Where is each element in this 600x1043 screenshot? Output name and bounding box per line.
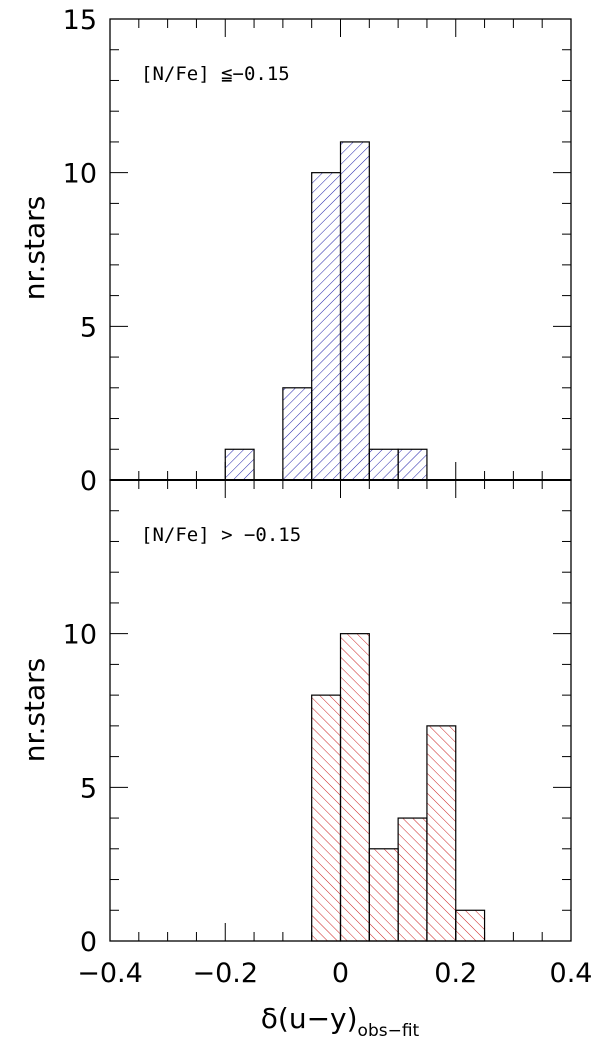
- top-y-tick-label: 15: [63, 5, 97, 36]
- x-axis-label-subscript: obs−fit: [358, 1021, 420, 1041]
- bottom-bar-4: [426, 725, 456, 941]
- top-histogram-bars: [224, 141, 428, 481]
- x-tick-label: 0.2: [434, 958, 477, 989]
- bottom-y-tick-labels: 0 5 10: [63, 620, 97, 958]
- bottom-bar-2: [369, 848, 399, 941]
- x-axis-label: δ(u−y)obs−fit: [261, 1002, 420, 1041]
- bottom-y-tick-label: 5: [80, 773, 97, 804]
- bottom-bar-3: [398, 818, 427, 941]
- bottom-panel: 0 5 10 [N/Fe] > −0.15 nr.stars: [18, 479, 572, 958]
- x-tick-label: 0.4: [550, 958, 593, 989]
- bottom-bar-1: [340, 633, 370, 941]
- top-panel: 0 5 10 15 [N/Fe] ≦−0.15 nr.stars: [18, 5, 572, 497]
- x-tick-labels: −0.4 −0.2 0 0.2 0.4: [77, 958, 592, 989]
- bottom-y-tick-label: 10: [63, 620, 97, 651]
- top-y-tick-label: 5: [80, 312, 97, 343]
- bottom-y-tick-label: 0: [80, 927, 97, 958]
- x-tick-label: −0.4: [77, 958, 143, 989]
- x-axis-label-main: δ(u−y): [261, 1002, 358, 1035]
- x-tick-label: −0.2: [192, 958, 258, 989]
- top-bar-0: [225, 449, 255, 480]
- top-axis-ticks: [109, 18, 572, 481]
- x-tick-label: 0: [332, 958, 349, 989]
- top-y-tick-label: 0: [80, 466, 97, 497]
- bottom-bar-0: [311, 695, 341, 941]
- top-bar-5: [398, 449, 427, 480]
- bottom-histogram-bars: [311, 633, 486, 942]
- bottom-annotation: [N/Fe] > −0.15: [141, 524, 301, 546]
- bottom-bar-5: [455, 910, 485, 941]
- bottom-y-axis-label: nr.stars: [18, 658, 51, 762]
- top-y-axis-label: nr.stars: [18, 196, 51, 300]
- top-bar-3: [340, 141, 370, 480]
- top-y-tick-label: 10: [63, 159, 97, 190]
- top-bar-2: [311, 172, 341, 480]
- top-y-tick-labels: 0 5 10 15: [63, 5, 97, 497]
- top-bar-4: [369, 449, 399, 480]
- top-bar-1: [282, 387, 312, 480]
- top-annotation: [N/Fe] ≦−0.15: [141, 63, 290, 85]
